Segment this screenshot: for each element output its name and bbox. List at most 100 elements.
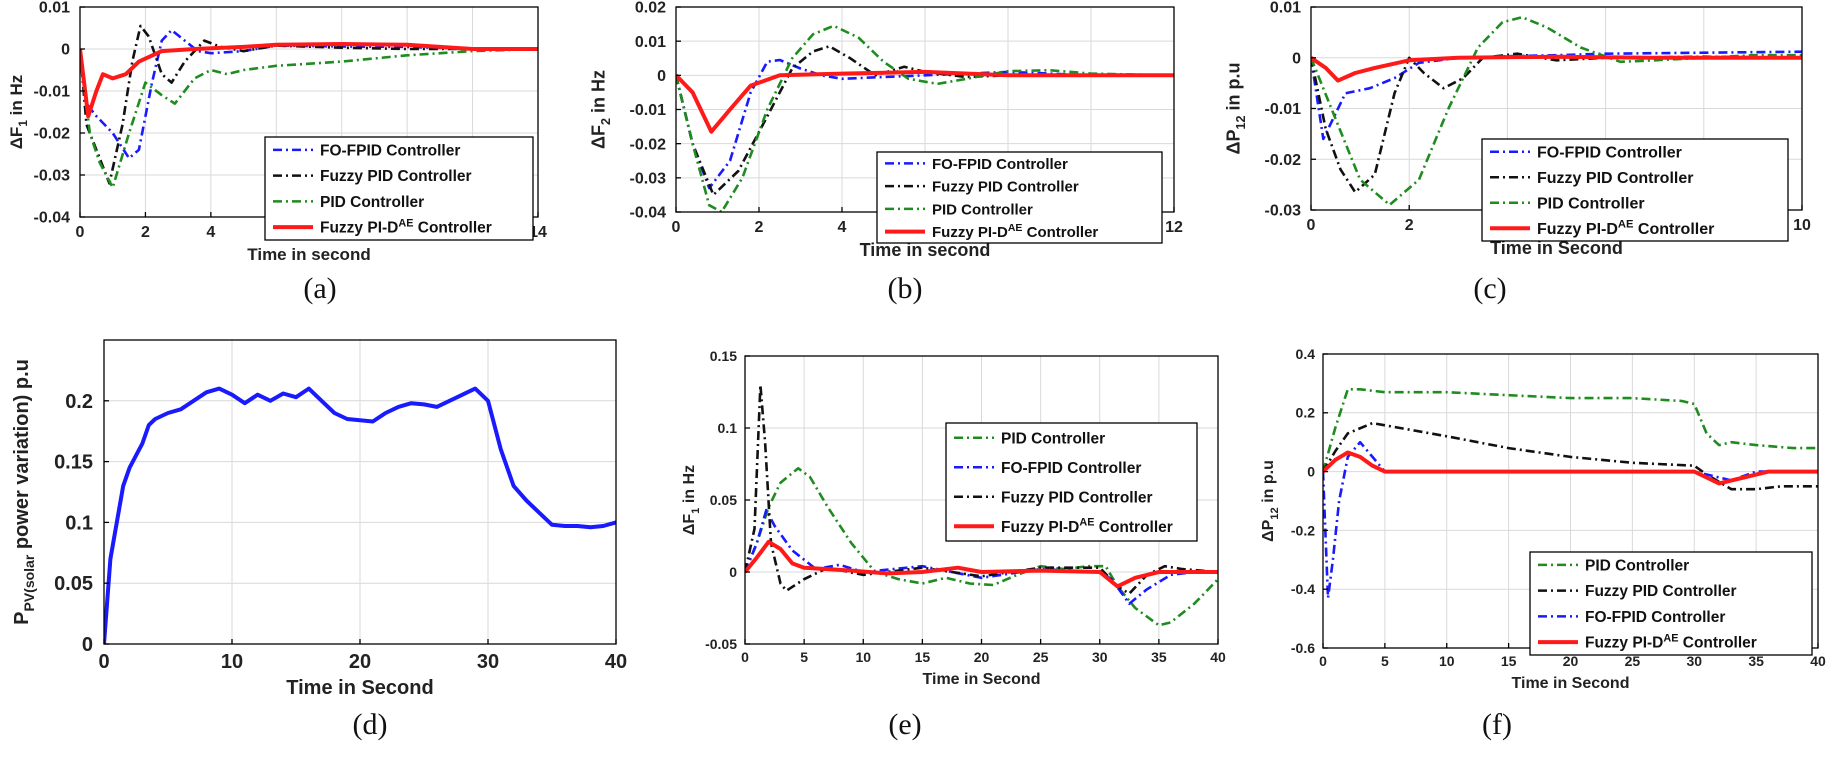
series-line-green bbox=[80, 47, 538, 189]
y-axis-label: ΔP12 in p.u bbox=[1224, 63, 1248, 155]
series-line-red bbox=[1323, 450, 1818, 486]
figure-caption: (a) bbox=[303, 272, 336, 305]
x-tick-label: 0 bbox=[741, 649, 749, 665]
legend-label: Fuzzy PI-DAE Controller bbox=[1585, 633, 1757, 652]
x-tick-label: 20 bbox=[349, 651, 371, 673]
x-tick-label: 4 bbox=[206, 224, 215, 241]
x-tick-label: 5 bbox=[1381, 653, 1389, 669]
y-tick-label: -0.2 bbox=[1291, 522, 1315, 538]
legend-label: Fuzzy PID Controller bbox=[1537, 170, 1693, 187]
x-tick-label: 0 bbox=[98, 651, 109, 673]
legend-label: Fuzzy PID Controller bbox=[1001, 489, 1153, 506]
legend-label: Fuzzy PI-DAE Controller bbox=[1537, 219, 1714, 238]
y-tick-label: 0.15 bbox=[54, 452, 93, 474]
y-tick-label: 0.1 bbox=[65, 512, 93, 534]
y-tick-label: 0.4 bbox=[1296, 346, 1316, 362]
y-tick-label: 0.01 bbox=[635, 34, 666, 51]
x-tick-label: 0 bbox=[1319, 653, 1327, 669]
x-tick-label: 15 bbox=[1501, 653, 1517, 669]
legend-label: FO-FPID Controller bbox=[320, 142, 460, 159]
series-line-red bbox=[745, 539, 1218, 589]
legend-label: Fuzzy PID Controller bbox=[1585, 583, 1737, 600]
x-tick-label: 40 bbox=[605, 651, 627, 673]
legend-box bbox=[1529, 551, 1813, 656]
legend: FO-FPID Controller Fuzzy PID Controller PI… bbox=[1481, 138, 1789, 242]
series-line-green bbox=[676, 24, 1174, 212]
legend-label: FO-FPID Controller bbox=[1585, 609, 1725, 626]
legend-label: Fuzzy PI-DAE Controller bbox=[1001, 517, 1173, 536]
y-tick-label: -0.04 bbox=[630, 205, 667, 222]
y-tick-label: -0.03 bbox=[1265, 203, 1302, 220]
y-tick-label: 0 bbox=[1292, 50, 1301, 67]
y-tick-label: -0.04 bbox=[34, 210, 71, 227]
x-tick-label: 10 bbox=[221, 651, 243, 673]
legend-box bbox=[264, 136, 534, 241]
x-tick-label: 0 bbox=[76, 224, 85, 241]
x-tick-label: 40 bbox=[1210, 649, 1226, 665]
y-axis-label: ΔF1 in Hz bbox=[7, 75, 30, 150]
x-tick-label: 15 bbox=[915, 649, 931, 665]
legend-label: Fuzzy PID Controller bbox=[932, 179, 1079, 196]
figure-caption: (e) bbox=[888, 708, 921, 741]
x-axis-label: Time in second bbox=[247, 245, 370, 264]
y-tick-label: -0.05 bbox=[705, 636, 737, 652]
y-tick-label: 0.05 bbox=[710, 492, 737, 508]
x-tick-label: 10 bbox=[855, 649, 871, 665]
series-line-blue bbox=[1311, 50, 1802, 141]
legend-box bbox=[1481, 138, 1789, 242]
y-tick-label: 0.01 bbox=[1270, 0, 1301, 17]
x-tick-label: 35 bbox=[1748, 653, 1764, 669]
x-tick-label: 25 bbox=[1033, 649, 1049, 665]
figure-caption: (c) bbox=[1473, 272, 1506, 305]
legend-label: PID Controller bbox=[1001, 430, 1105, 447]
y-tick-label: -0.02 bbox=[1265, 152, 1302, 169]
x-tick-label: 0 bbox=[672, 219, 681, 236]
legend-label: PID Controller bbox=[932, 201, 1033, 218]
x-tick-label: 30 bbox=[1686, 653, 1702, 669]
series-line-red bbox=[676, 69, 1174, 134]
legend-label: PID Controller bbox=[320, 194, 424, 211]
legend-label: Fuzzy PI-DAE Controller bbox=[932, 222, 1098, 241]
y-tick-label: 0.15 bbox=[710, 348, 737, 364]
x-axis-label: Time in Second bbox=[923, 671, 1041, 688]
series-line-green bbox=[745, 467, 1218, 627]
legend-label: FO-FPID Controller bbox=[932, 156, 1068, 173]
legend: FO-FPID Controller Fuzzy PID Controller PI… bbox=[876, 151, 1163, 244]
y-tick-label: -0.02 bbox=[630, 136, 667, 153]
y-tick-label: 0.2 bbox=[65, 391, 93, 413]
y-tick-label: 0.1 bbox=[718, 420, 738, 436]
legend-label: Fuzzy PI-DAE Controller bbox=[320, 218, 492, 237]
figure-caption: (b) bbox=[888, 272, 923, 305]
x-tick-label: 35 bbox=[1151, 649, 1167, 665]
y-tick-label: 0.2 bbox=[1296, 405, 1316, 421]
series-line-blue bbox=[80, 28, 538, 160]
x-tick-label: 30 bbox=[1092, 649, 1108, 665]
x-tick-label: 10 bbox=[1439, 653, 1455, 669]
y-axis-label: PPV(solar power variation) p.u bbox=[11, 359, 37, 625]
x-axis-label: Time in Second bbox=[1490, 238, 1623, 258]
y-tick-label: -0.4 bbox=[1291, 581, 1315, 597]
y-tick-label: -0.6 bbox=[1291, 640, 1315, 656]
x-tick-label: 0 bbox=[1307, 217, 1316, 234]
series-line-blue bbox=[104, 386, 616, 644]
x-tick-label: 40 bbox=[1810, 653, 1826, 669]
legend: FO-FPID Controller Fuzzy PID Controller PI… bbox=[264, 136, 534, 241]
legend-box bbox=[945, 422, 1198, 542]
y-tick-label: 0.02 bbox=[635, 0, 666, 17]
y-tick-label: -0.01 bbox=[1265, 101, 1302, 118]
y-tick-label: 0 bbox=[729, 564, 737, 580]
x-tick-label: 20 bbox=[974, 649, 990, 665]
y-axis-label: ΔF2 in Hz bbox=[589, 70, 613, 149]
y-tick-label: -0.01 bbox=[630, 102, 667, 119]
x-tick-label: 30 bbox=[477, 651, 499, 673]
legend-label: FO-FPID Controller bbox=[1537, 145, 1682, 162]
chart-panel-b: 024681012-0.04-0.03-0.02-0.0100.010.02Ti… bbox=[589, 0, 1183, 305]
x-tick-label: 4 bbox=[838, 219, 847, 236]
chart-panel-d: 0 10 20 30 40 0 0.05 0.1 0.15 0.2 Time in Second PP… bbox=[11, 339, 627, 741]
figure-caption: (f) bbox=[1482, 708, 1512, 741]
series-line-red bbox=[1311, 54, 1802, 83]
legend-label: PID Controller bbox=[1537, 196, 1645, 213]
